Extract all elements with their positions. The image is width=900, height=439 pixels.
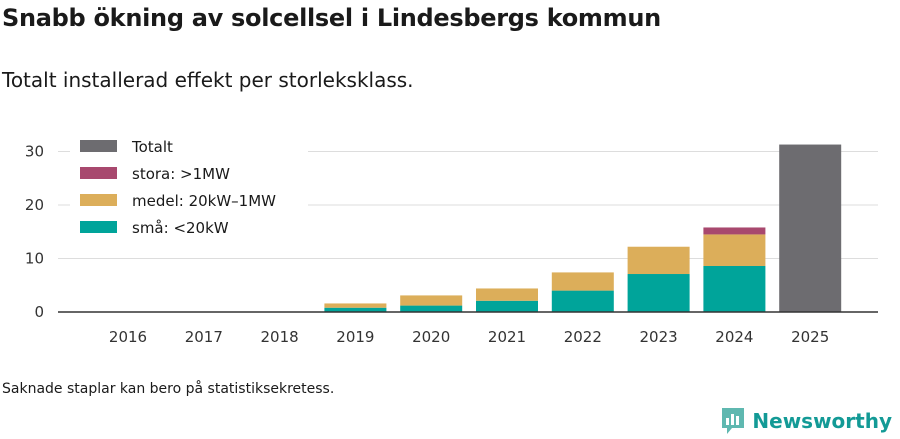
bar-medel-2020	[400, 295, 463, 306]
stacked-bar-chart: 0 10 20 30 2016 2017 2018 2019 2020 2021 2022 2023 2…	[25, 134, 878, 346]
y-tick-label: 30	[25, 143, 44, 161]
newsworthy-logo[interactable]: Newsworthy	[720, 406, 892, 436]
legend-swatch-sma	[80, 221, 117, 233]
bar-sma-2019	[324, 307, 387, 312]
axes: 0 10 20 30 2016 2017 2018 2019 2020 2021 2022 2023 2…	[25, 143, 878, 346]
legend-swatch-stora	[80, 167, 117, 179]
y-tick-label: 20	[25, 196, 44, 214]
legend-label-totalt: Totalt	[131, 138, 173, 156]
brand-name: Newsworthy	[752, 409, 892, 433]
x-tick-label: 2023	[640, 328, 678, 346]
bar-totalt-2025	[779, 144, 842, 312]
x-tick-label: 2018	[261, 328, 299, 346]
x-tick-label: 2017	[185, 328, 223, 346]
chart-subtitle: Totalt installerad effekt per storlekskl…	[2, 68, 414, 92]
x-tick-label: 2025	[791, 328, 829, 346]
bar-medel-2023	[627, 246, 690, 275]
x-tick-label: 2016	[109, 328, 147, 346]
legend-label-sma: små: <20kW	[132, 219, 229, 237]
bar-sma-2020	[400, 305, 463, 312]
bar-stora-2024	[703, 227, 766, 235]
legend-swatch-medel	[80, 194, 117, 206]
legend-label-medel: medel: 20kW–1MW	[132, 192, 276, 210]
x-tick-label: 2022	[564, 328, 602, 346]
chart-title: Snabb ökning av solcellsel i Lindesbergs…	[2, 4, 661, 32]
bar-medel-2024	[703, 234, 766, 266]
x-tick-label: 2020	[412, 328, 450, 346]
newsworthy-chart-icon	[722, 408, 745, 434]
bar-sma-2021	[476, 300, 538, 312]
legend-label-stora: stora: >1MW	[132, 165, 230, 183]
footnote: Saknade staplar kan bero på statistiksek…	[2, 381, 335, 397]
bar-medel-2019	[324, 303, 387, 308]
bar-medel-2021	[476, 288, 538, 301]
x-tick-label: 2021	[488, 328, 526, 346]
bar-sma-2023	[627, 274, 690, 312]
bar-sma-2024	[703, 265, 766, 312]
x-tick-label: 2019	[336, 328, 374, 346]
legend: Totalt stora: >1MW medel: 20kW–1MW små: <20…	[70, 134, 308, 246]
x-tick-label: 2024	[715, 328, 753, 346]
y-tick-label: 0	[34, 303, 44, 321]
y-tick-label: 10	[25, 250, 44, 268]
bars	[324, 144, 842, 312]
bar-sma-2022	[551, 290, 614, 312]
bar-medel-2022	[551, 272, 614, 291]
legend-swatch-totalt	[80, 140, 117, 152]
